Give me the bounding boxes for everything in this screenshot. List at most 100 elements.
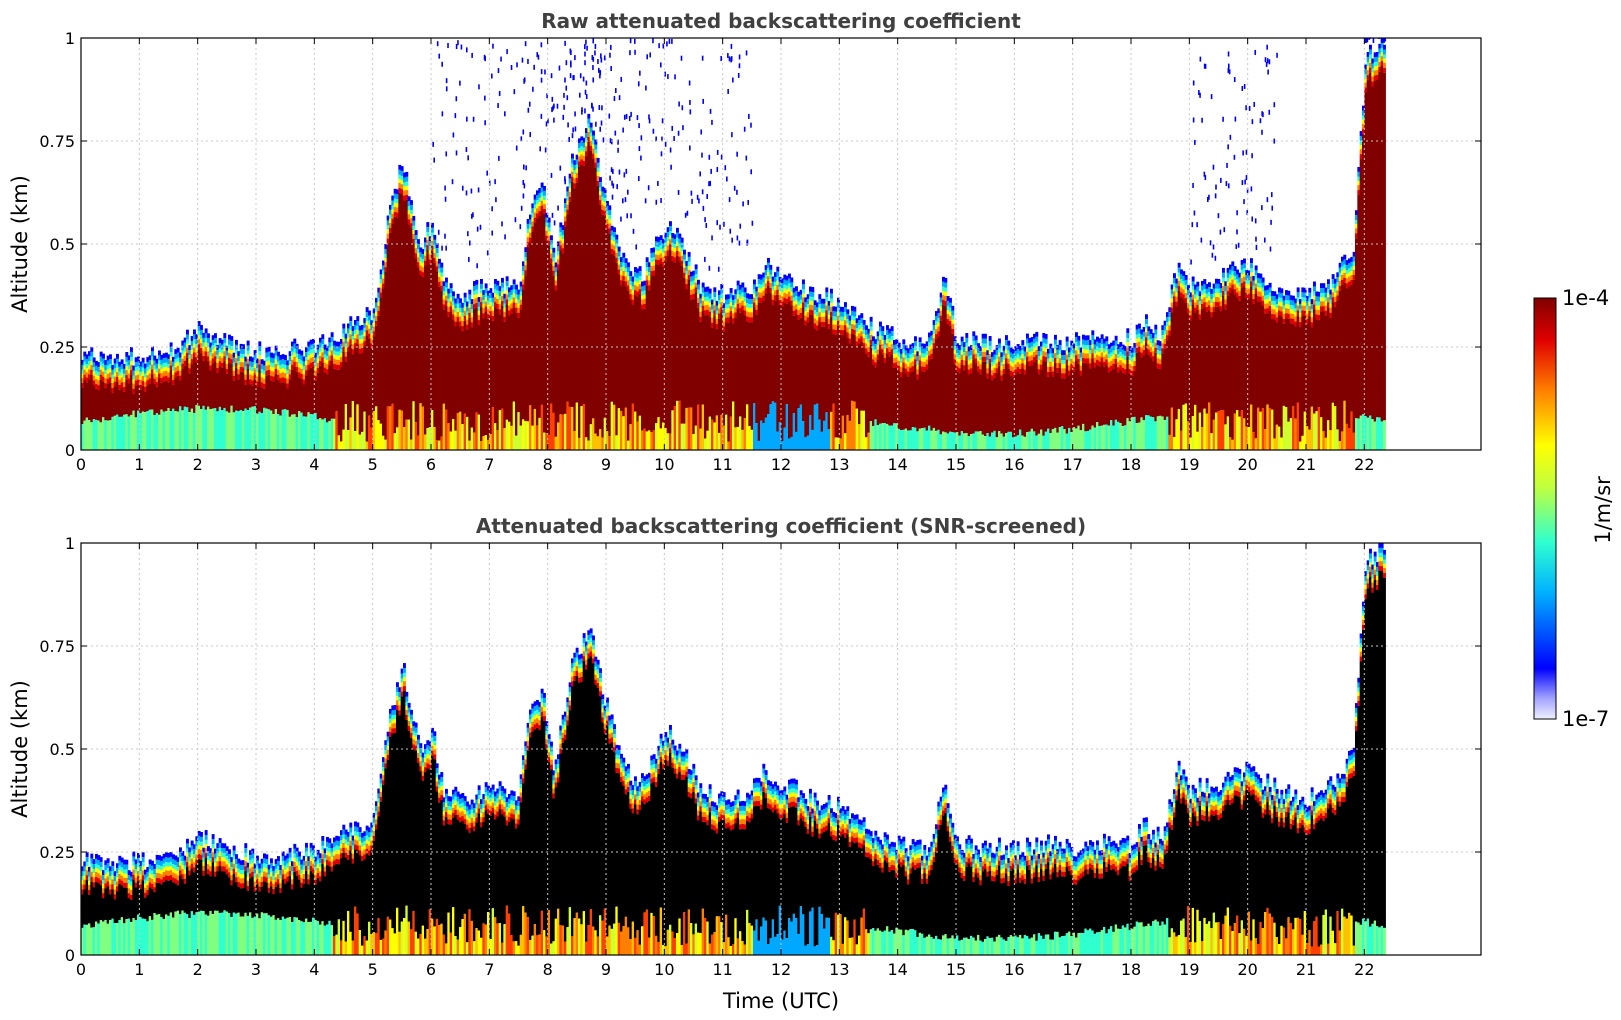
heatmap-cell (573, 160, 577, 166)
heatmap-cell (699, 307, 703, 312)
heatmap-cell (818, 312, 822, 318)
heatmap-cell (1012, 367, 1015, 373)
heatmap-column (1142, 326, 1146, 450)
heatmap-cell (1012, 372, 1015, 377)
heatmap-cell (697, 284, 700, 290)
heatmap-cell (869, 326, 873, 331)
heatmap-cell (314, 380, 318, 413)
heatmap-cell (1175, 419, 1179, 450)
heatmap-cell (330, 360, 334, 419)
heatmap-column (886, 325, 889, 450)
heatmap-cell (407, 224, 411, 420)
heatmap-cell (291, 359, 294, 365)
heatmap-cell (1135, 329, 1139, 335)
heatmap-cell (1079, 430, 1083, 450)
heatmap-cell (844, 320, 847, 326)
heatmap-cell (536, 425, 539, 450)
heatmap-cell (230, 345, 234, 351)
heatmap-cell (330, 418, 334, 450)
heatmap-cell (1068, 375, 1071, 428)
heatmap-cell (242, 344, 245, 350)
heatmap-cell (1345, 274, 1349, 279)
heatmap-cell (1243, 276, 1246, 282)
heatmap-cell (1035, 435, 1039, 450)
heatmap-cell (935, 315, 938, 321)
heatmap-cell (1219, 301, 1223, 307)
heatmap-cell (893, 423, 896, 450)
heatmap-cell (1182, 294, 1186, 300)
heatmap-cell (617, 269, 621, 275)
heatmap-cell (454, 316, 458, 322)
heatmap-cell (452, 301, 455, 306)
heatmap-cell (417, 267, 420, 436)
heatmap-cell (914, 359, 917, 365)
heatmap-cell (407, 210, 411, 215)
heatmap-cell (1282, 323, 1286, 406)
heatmap-cell (1296, 310, 1300, 316)
heatmap-cell (1175, 288, 1179, 293)
heatmap-cell (309, 353, 313, 358)
heatmap-cell (412, 229, 416, 235)
heatmap-cell (1054, 348, 1057, 353)
heatmap-cell (578, 148, 581, 153)
heatmap-cell (624, 281, 628, 287)
heatmap-column (1168, 307, 1172, 450)
heatmap-cell (1240, 269, 1244, 274)
heatmap-cell (258, 411, 262, 450)
heatmap-cell (349, 330, 353, 335)
heatmap-cell (1051, 366, 1055, 372)
heatmap-cell (445, 287, 448, 292)
heatmap-cell (104, 383, 108, 389)
heatmap-cell (172, 370, 175, 375)
heatmap-cell (970, 373, 973, 435)
heatmap-cell (174, 349, 178, 355)
heatmap-cell (1105, 341, 1109, 347)
heatmap-cell (160, 382, 164, 410)
heatmap-cell (928, 360, 931, 426)
heatmap-cell (755, 423, 759, 450)
heatmap-cell (993, 363, 997, 368)
heatmap-cell (1191, 290, 1195, 295)
heatmap-cell (963, 347, 966, 353)
heatmap-cell (1292, 305, 1295, 310)
heatmap-cell (249, 361, 252, 367)
heatmap-column (127, 355, 131, 450)
heatmap-cell (1271, 300, 1274, 306)
heatmap-cell (939, 320, 943, 435)
heatmap-column (706, 286, 710, 450)
heatmap-cell (123, 377, 126, 383)
heatmap-cell (176, 365, 180, 371)
heatmap-cell (680, 242, 684, 248)
heatmap-cell (468, 289, 472, 295)
heatmap-cell (704, 310, 707, 316)
heatmap-cell (1107, 344, 1111, 350)
heatmap-cell (557, 241, 560, 247)
heatmap-cell (1320, 311, 1323, 418)
heatmap-cell (1149, 329, 1153, 335)
heatmap-cell (1126, 342, 1130, 347)
heatmap-cell (750, 308, 754, 313)
heatmap-cell (755, 314, 759, 424)
heatmap-cell (256, 381, 259, 387)
heatmap-cell (85, 377, 89, 383)
heatmap-cell (816, 330, 819, 404)
heatmap-cell (174, 363, 178, 368)
heatmap-cell (935, 311, 938, 316)
heatmap-cell (405, 181, 409, 186)
heatmap-column (648, 262, 651, 450)
heatmap-cell (449, 301, 453, 307)
heatmap-cell (361, 334, 364, 339)
heatmap-cell (1336, 272, 1340, 278)
heatmap-cell (1054, 353, 1057, 358)
heatmap-cell (1341, 266, 1344, 271)
heatmap-cell (1135, 324, 1139, 330)
heatmap-cell (1033, 351, 1036, 357)
heatmap-cell (832, 334, 836, 404)
heatmap-cell (197, 321, 201, 326)
heatmap-column (442, 281, 446, 450)
heatmap-cell (1373, 62, 1377, 67)
heatmap-cell (1093, 427, 1097, 450)
heatmap-cell (1278, 297, 1281, 302)
heatmap-cell (158, 364, 161, 369)
heatmap-cell (762, 295, 766, 301)
